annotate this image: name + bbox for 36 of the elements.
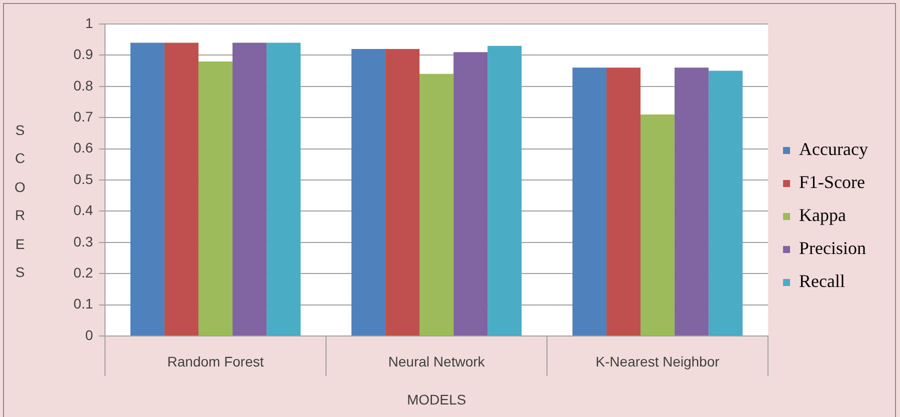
bar	[266, 42, 301, 336]
bar	[640, 114, 675, 336]
legend-label: Precision	[799, 238, 866, 258]
y-tick-label: 0	[85, 326, 94, 343]
y-tick-label: 0.9	[74, 46, 94, 62]
legend-label: Kappa	[799, 205, 846, 226]
bar	[454, 52, 488, 336]
y-tick-label: 1	[85, 14, 94, 31]
y-tick-label: 0.6	[74, 140, 94, 156]
y-tick-label: 0.2	[74, 264, 94, 280]
x-tick-label: K-Nearest Neighbor	[596, 353, 720, 370]
y-tick-label: 0.8	[74, 77, 94, 94]
x-tick-label: Neural Network	[388, 353, 486, 370]
bar	[164, 42, 198, 336]
y-axis-title: SCORES	[14, 121, 26, 282]
y-tick-label: 0.3	[74, 233, 94, 250]
bar	[572, 68, 606, 336]
bar	[420, 74, 454, 336]
y-tick-label: 0.5	[74, 170, 94, 187]
y-tick-label: 0.7	[74, 108, 94, 124]
bar	[130, 42, 164, 336]
y-tick-label: 0.1	[74, 296, 94, 312]
bar	[385, 48, 420, 336]
bar	[674, 68, 709, 336]
legend-label: Accuracy	[799, 139, 868, 160]
bar	[488, 46, 522, 336]
bar	[232, 42, 267, 336]
bar	[606, 68, 641, 336]
bar	[198, 61, 233, 336]
legend-label: Recall	[799, 271, 846, 292]
x-tick-label: Random Forest	[167, 353, 264, 370]
x-axis-title: MODELS	[406, 391, 466, 408]
legend-label: F1-Score	[799, 172, 866, 192]
bar	[351, 48, 386, 336]
y-tick-label: 0.4	[74, 202, 94, 218]
bar	[708, 70, 743, 336]
